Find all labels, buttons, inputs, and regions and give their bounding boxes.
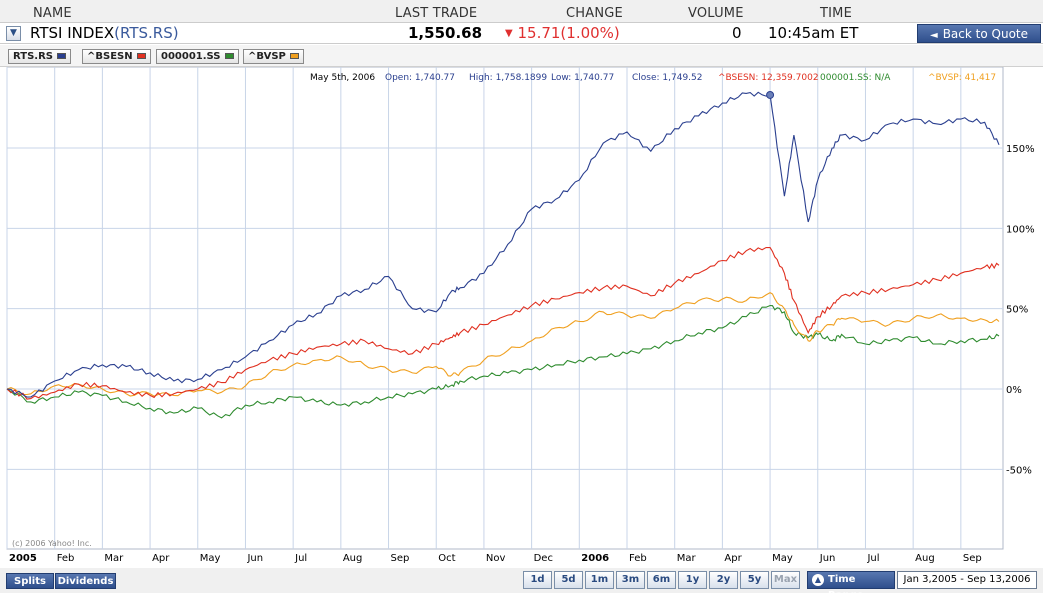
info-close: Close: 1,749.52 — [632, 73, 703, 83]
x-tick-label: Oct — [438, 553, 455, 564]
info-ss: 000001.SS: N/A — [820, 73, 891, 83]
header-time-label: TIME — [820, 6, 853, 21]
x-axis-labels: 2005 Feb Mar Apr May Jun Jul Aug Sep Oct Nov Dec 200… — [9, 553, 982, 564]
range-1m-button[interactable]: 1m — [585, 571, 614, 589]
time-range-button[interactable]: ▲ Time Range — [807, 571, 895, 593]
change-value-text: 15.71(1.00%) — [517, 24, 620, 42]
copyright-text: (c) 2006 Yahoo! Inc. — [12, 539, 92, 548]
legend-label-bvsp: ^BVSP — [248, 51, 286, 62]
column-header-row: NAME LAST TRADE CHANGE VOLUME TIME — [0, 0, 1043, 22]
y-tick-label: 50% — [1006, 305, 1028, 316]
series-line-rtsrs — [6, 91, 1000, 398]
legend-label-rts: RTS.RS — [13, 51, 53, 62]
x-tick-label: Apr — [724, 553, 742, 564]
x-tick-label: Mar — [104, 553, 124, 564]
legend-swatch-rts — [56, 53, 66, 59]
quote-row: ▼ RTSI INDEX(RTS.RS) 1,550.68 ▼ 15.71(1.… — [0, 22, 1043, 44]
x-tick-label: Sep — [963, 553, 982, 564]
dividends-button[interactable]: Dividends — [55, 573, 116, 589]
y-tick-label: -50% — [1006, 465, 1032, 476]
legend-button-ss[interactable]: 000001.SS — [156, 49, 239, 64]
range-1d-button[interactable]: 1d — [523, 571, 552, 589]
range-1y-button[interactable]: 1y — [678, 571, 707, 589]
x-tick-label: Sep — [391, 553, 410, 564]
legend-swatch-ss — [224, 53, 234, 59]
legend-label-bsesn: ^BSESN — [87, 51, 133, 62]
x-tick-label: Feb — [57, 553, 75, 564]
y-tick-label: 150% — [1006, 144, 1035, 155]
series-line-000001ss — [6, 304, 1000, 419]
info-date: May 5th, 2006 — [310, 73, 375, 83]
info-high: High: 1,758.1899 — [469, 73, 547, 83]
dropdown-arrow-icon[interactable]: ▼ — [6, 26, 21, 41]
hover-marker — [766, 90, 775, 99]
x-tick-label: Jun — [246, 553, 263, 564]
footer-bar: Splits Dividends 1d 5d 1m 3m 6m 1y 2y 5y… — [0, 568, 1043, 593]
x-tick-label: May — [200, 553, 221, 564]
legend-swatch-bsesn — [136, 53, 146, 59]
info-line: May 5th, 2006 Open: 1,740.77 High: 1,758… — [310, 73, 996, 83]
date-range-field[interactable]: Jan 3,2005 - Sep 13,2006 — [897, 571, 1037, 589]
x-tick-label: Feb — [629, 553, 647, 564]
x-tick-label: 2006 — [581, 553, 609, 564]
line-chart[interactable]: 150% 100% 50% 0% -50% 2005 Feb Mar Apr May Jun Jul… — [0, 67, 1043, 568]
range-2y-button[interactable]: 2y — [709, 571, 738, 589]
series-line-bvsp — [6, 291, 1000, 397]
x-tick-label: Mar — [677, 553, 697, 564]
legend-button-rts[interactable]: RTS.RS — [8, 49, 71, 64]
volume-value: 0 — [732, 24, 742, 42]
time-value: 10:45am ET — [768, 24, 859, 42]
x-tick-label: May — [772, 553, 793, 564]
x-tick-label: Jun — [819, 553, 836, 564]
y-tick-label: 0% — [1006, 385, 1022, 396]
header-name-label: NAME — [33, 6, 72, 21]
series-line-bsesn — [6, 246, 1000, 400]
series-lines — [6, 90, 1000, 419]
down-arrow-icon: ▼ — [505, 28, 513, 39]
index-name-text: RTSI INDEX — [30, 24, 115, 42]
x-tick-label: Aug — [343, 553, 363, 564]
header-change-label: CHANGE — [566, 6, 623, 21]
splits-button[interactable]: Splits — [6, 573, 54, 589]
plot-border — [6, 67, 1004, 550]
back-to-quote-label: Back to Quote — [942, 27, 1028, 41]
legend-label-ss: 000001.SS — [161, 51, 221, 62]
info-bvsp: ^BVSP: 41,417 — [928, 73, 996, 83]
x-tick-label: Nov — [486, 553, 506, 564]
info-bsesn: ^BSESN: 12,359.7002 — [718, 73, 819, 83]
time-range-label: Time Range — [828, 574, 864, 593]
info-low: Low: 1,740.77 — [551, 73, 614, 83]
legend-button-bsesn[interactable]: ^BSESN — [82, 49, 151, 64]
back-to-quote-button[interactable]: ◄ Back to Quote — [917, 24, 1041, 43]
x-tick-label: Dec — [534, 553, 553, 564]
x-tick-label: Aug — [915, 553, 935, 564]
range-5d-button[interactable]: 5d — [554, 571, 583, 589]
range-5y-button[interactable]: 5y — [740, 571, 769, 589]
range-6m-button[interactable]: 6m — [647, 571, 676, 589]
legend-swatch-bvsp — [289, 53, 299, 59]
last-trade-value: 1,550.68 — [408, 24, 483, 42]
chart-grid — [6, 67, 1004, 550]
header-volume-label: VOLUME — [688, 6, 744, 21]
triangle-up-icon: ▲ — [812, 574, 824, 586]
x-tick-label: Apr — [152, 553, 170, 564]
arrow-left-icon: ◄ — [930, 30, 938, 41]
y-axis-labels: 150% 100% 50% 0% -50% — [1006, 144, 1035, 476]
header-last-trade-label: LAST TRADE — [395, 6, 478, 21]
range-max-button[interactable]: Max — [771, 571, 800, 589]
info-open: Open: 1,740.77 — [385, 73, 455, 83]
x-tick-label: Jul — [866, 553, 879, 564]
legend-button-bvsp[interactable]: ^BVSP — [243, 49, 304, 64]
index-symbol: (RTS.RS) — [114, 24, 179, 42]
legend-bar: RTS.RS ^BSESN 000001.SS ^BVSP — [0, 45, 1043, 67]
y-tick-label: 100% — [1006, 224, 1035, 235]
x-tick-label: Jul — [294, 553, 307, 564]
x-tick-label: 2005 — [9, 553, 37, 564]
index-name: RTSI INDEX(RTS.RS) — [30, 24, 179, 42]
change-value: ▼ 15.71(1.00%) — [505, 24, 620, 42]
range-3m-button[interactable]: 3m — [616, 571, 645, 589]
chart-area[interactable]: 150% 100% 50% 0% -50% 2005 Feb Mar Apr May Jun Jul… — [0, 67, 1043, 568]
